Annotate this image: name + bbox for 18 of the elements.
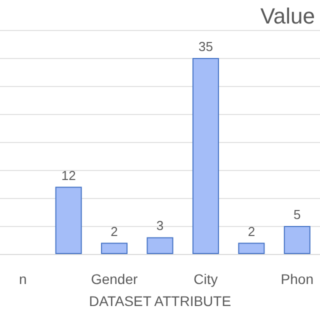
x-tick-label: Phon	[280, 271, 314, 287]
bar	[55, 186, 82, 254]
bar	[284, 226, 310, 254]
bar	[101, 242, 128, 254]
x-tick-label: Gender	[90, 271, 138, 287]
data-label: 2	[110, 224, 118, 239]
chart-title: Value	[260, 4, 316, 28]
bar	[192, 58, 219, 254]
data-label: 12	[61, 168, 76, 183]
data-label: 35	[198, 39, 213, 54]
data-label: 2	[248, 224, 256, 239]
data-label: 3	[156, 218, 164, 234]
bar	[146, 237, 174, 254]
data-label: 5	[294, 207, 301, 222]
bar	[238, 242, 265, 254]
x-tick-label: City	[194, 271, 218, 287]
x-tick-label: n	[18, 271, 27, 287]
x-axis-title: DATASET ATTRIBUTE	[88, 293, 232, 309]
